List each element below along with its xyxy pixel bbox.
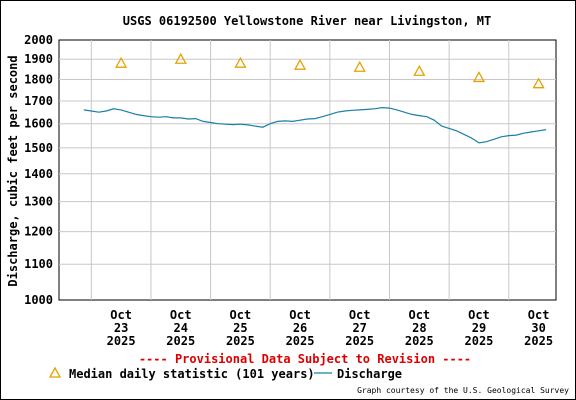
y-tick-label: 1600 <box>24 117 53 131</box>
x-tick-label: Oct <box>349 308 371 322</box>
plot-frame <box>58 39 557 301</box>
x-tick-label: 2025 <box>345 334 374 348</box>
legend-median-label: Median daily statistic (101 years) <box>69 367 315 381</box>
y-tick-label: 1500 <box>24 141 53 155</box>
credit-text: Graph courtesy of the U.S. Geological Su… <box>357 386 569 395</box>
legend: Median daily statistic (101 years) Disch… <box>48 366 402 381</box>
median-point <box>353 60 366 72</box>
x-tick-label: 2025 <box>226 334 255 348</box>
x-tick-label: 27 <box>352 321 366 335</box>
x-tick-label: 2025 <box>166 334 195 348</box>
provisional-notice: ---- Provisional Data Subject to Revisio… <box>139 352 471 366</box>
y-tick-label: 1700 <box>24 94 53 108</box>
x-tick-label: Oct <box>528 308 550 322</box>
median-point <box>174 52 187 64</box>
x-tick-label: 2025 <box>524 334 553 348</box>
y-tick-label: 2000 <box>24 33 53 47</box>
x-tick-label: 2025 <box>465 334 494 348</box>
y-tick-label: 1000 <box>24 293 53 307</box>
x-tick-label: Oct <box>408 308 430 322</box>
x-tick-label: Oct <box>110 308 132 322</box>
x-tick-label: 24 <box>174 321 188 335</box>
y-tick-label: 1400 <box>24 167 53 181</box>
y-tick-labels: 1000 1100 1200 1300 1400 1500 1600 1700 1800 1900… <box>24 33 53 307</box>
x-tick-label: Oct <box>230 308 252 322</box>
median-point <box>532 77 545 89</box>
y-tick-label: 1100 <box>24 257 53 271</box>
x-tick-label: Oct <box>468 308 490 322</box>
median-point <box>413 64 426 76</box>
x-tick-label: 2025 <box>286 334 315 348</box>
x-tick-label: 30 <box>531 321 545 335</box>
x-tick-label: Oct <box>170 308 192 322</box>
median-point <box>115 56 128 68</box>
median-point <box>234 56 247 68</box>
x-tick-label: 25 <box>233 321 247 335</box>
series-layer <box>83 52 547 144</box>
median-point <box>472 71 486 83</box>
x-tick-label: Oct <box>289 308 311 322</box>
x-tick-label: 2025 <box>107 334 136 348</box>
x-tick-label: 29 <box>472 321 486 335</box>
median-triangle-legend-icon <box>48 366 62 378</box>
y-tick-label: 1200 <box>24 225 53 239</box>
x-tick-labels: Oct232025Oct242025Oct252025Oct262025Oct2… <box>107 308 553 348</box>
discharge-series-line <box>83 106 547 144</box>
y-tick-label: 1900 <box>24 52 53 66</box>
y-tick-label: 1300 <box>24 195 53 209</box>
median-point <box>293 58 307 70</box>
y-axis-label: Discharge, cubic feet per second <box>6 55 20 286</box>
legend-discharge-label: Discharge <box>337 367 402 381</box>
y-tick-label: 1800 <box>24 73 53 87</box>
x-tick-label: 28 <box>412 321 426 335</box>
x-tick-label: 23 <box>114 321 128 335</box>
x-tick-label: 26 <box>293 321 307 335</box>
x-tick-label: 2025 <box>405 334 434 348</box>
grid-lines <box>59 40 556 300</box>
chart-title: USGS 06192500 Yellowstone River near Liv… <box>123 14 491 28</box>
